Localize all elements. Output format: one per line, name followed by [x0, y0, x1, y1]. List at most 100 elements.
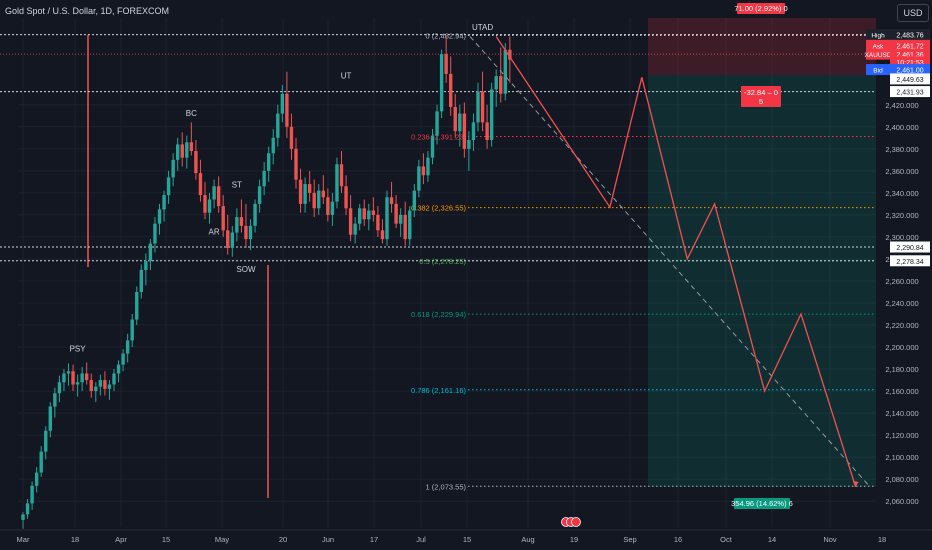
candle-body — [421, 166, 426, 176]
candle-body — [25, 503, 30, 515]
fib-level-label: 0.786 (2,161.16) — [411, 386, 467, 395]
level-price: 2,290.84 — [890, 241, 930, 253]
bid-price-value: 2,461.00 — [896, 68, 923, 75]
price-tick-label: 2,140.000 — [885, 409, 918, 418]
level-price-value: 2,449.63 — [896, 77, 923, 84]
fib-level-label: 0.382 (2,326.55) — [411, 204, 467, 213]
price-tick-label: 2,240.000 — [885, 299, 918, 308]
candle-body — [353, 223, 357, 235]
candle-body — [489, 89, 494, 141]
price-tick-label: 2,100.000 — [885, 453, 918, 462]
price-tick-label: 2,260.000 — [885, 277, 918, 286]
candle-body — [367, 210, 371, 220]
time-tick-label: Mar — [17, 535, 30, 544]
candle-body — [508, 49, 512, 60]
price-tick-label: 2,180.000 — [885, 365, 918, 374]
time-tick-label: 15 — [162, 535, 170, 544]
level-price-value: 2,290.84 — [896, 245, 923, 252]
level-price-value-bg — [890, 86, 930, 98]
stop-label: 71.00 (2.92%) 0 — [734, 3, 788, 14]
candle-body — [398, 214, 403, 224]
price-tick-label: 2,360.000 — [885, 167, 918, 176]
price-tick-label: 2,320.000 — [885, 211, 918, 220]
candle-body — [267, 153, 271, 171]
candle-body — [244, 225, 248, 240]
candle-body — [80, 373, 84, 383]
candle-body — [280, 93, 285, 114]
last-price-tag-bg — [866, 48, 890, 60]
stop-label-text: 71.00 (2.92%) 0 — [734, 4, 787, 13]
candle-body — [408, 210, 412, 240]
candle-body — [239, 217, 244, 226]
candle-body — [71, 371, 75, 385]
fib-level-label: 0.5 (2,278.25) — [419, 257, 466, 266]
candle-body — [226, 230, 230, 248]
time-tick-label: Oct — [720, 535, 733, 544]
candle-body — [121, 353, 125, 365]
candle-body — [444, 54, 448, 74]
candle-body — [430, 135, 435, 158]
candle-body — [194, 151, 198, 174]
time-tick-label: Apr — [115, 535, 127, 544]
high-price-value: 2,483.76 — [896, 33, 923, 40]
candle-body — [471, 122, 476, 141]
ask-price-tag: Ask — [873, 43, 885, 50]
level-price-value: 2,278.34 — [896, 259, 923, 266]
time-tick-label: 18 — [71, 535, 79, 544]
high-price-tag-bg — [866, 29, 890, 41]
candles — [21, 35, 512, 529]
wyckoff-label: ST — [232, 180, 242, 189]
candle-body — [289, 126, 294, 149]
last-price-value: 2,461.36 — [896, 52, 923, 59]
bar-timer: 10:21:53 — [890, 56, 930, 68]
fib-level-label: 0.618 (2,229.94) — [411, 310, 467, 319]
bid-price: Bid 2,461.00 — [866, 64, 930, 76]
time-tick-label: May — [215, 535, 229, 544]
bar-timer-value-bg — [890, 56, 930, 68]
candle-body — [39, 451, 43, 473]
candle-body — [203, 195, 207, 213]
time-tick-label: Sep — [623, 535, 636, 544]
price-tick-label: 2,160.000 — [885, 387, 918, 396]
symbol-header: Gold Spot / U.S. Dollar, 1D, FOREXCOM — [5, 6, 170, 16]
candle-body — [130, 319, 134, 341]
candle-body — [376, 214, 380, 231]
price-tick-label: 2,120.000 — [885, 431, 918, 440]
time-tick-label: Jul — [416, 535, 426, 544]
candle-body — [285, 93, 289, 127]
price-tick-label: 2,420.000 — [885, 101, 918, 110]
candle-body — [439, 54, 444, 112]
event-icon — [571, 517, 581, 527]
target-label-bg — [734, 498, 790, 509]
candle-body — [166, 177, 171, 196]
candle-body — [362, 208, 366, 220]
candle-body — [34, 472, 39, 486]
time-tick-label: 20 — [279, 535, 287, 544]
wyckoff-label: SOW — [236, 265, 256, 274]
currency-button[interactable]: USD — [897, 4, 929, 22]
bid-price-tag: Bid — [873, 68, 883, 75]
candle-body — [189, 142, 194, 152]
level-price-value-bg — [890, 73, 930, 85]
time-tick-label: 16 — [674, 535, 682, 544]
candle-body — [157, 209, 162, 224]
time-tick-label: 17 — [370, 535, 378, 544]
price-tick-label: 2,400.000 — [885, 123, 918, 132]
bid-price-value-bg — [890, 64, 930, 76]
projection-arrowhead — [852, 480, 859, 487]
candle-body — [116, 364, 121, 374]
candle-body — [298, 179, 303, 204]
level-price: 2,449.63 — [890, 73, 930, 85]
candle-body — [462, 113, 467, 149]
price-tick-label: 2,220.000 — [885, 321, 918, 330]
wyckoff-label: UTAD — [472, 23, 493, 32]
candle-body — [494, 76, 498, 90]
time-axis: Mar 18 Apr 15 May 20 Jun 17 Jul 15 Aug 19 Sep 16 Oct 14… — [0, 529, 932, 550]
candle-body — [257, 186, 262, 204]
candle-body — [412, 190, 416, 211]
candle-body — [403, 214, 407, 240]
candle-body — [335, 164, 339, 202]
candle-body — [44, 430, 48, 452]
candle-body — [371, 210, 376, 215]
